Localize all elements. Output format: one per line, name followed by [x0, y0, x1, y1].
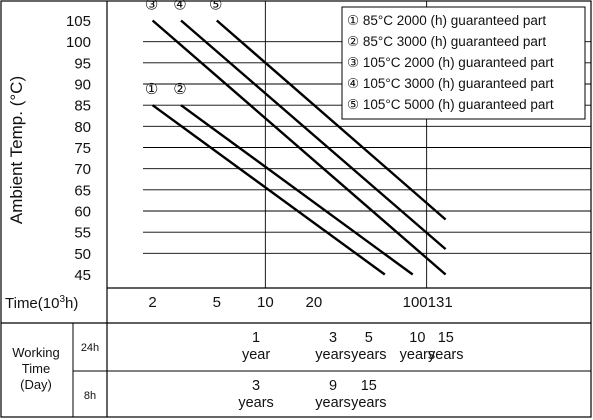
legend-entry: ② 85°C 3000 (h) guaranteed part: [347, 34, 546, 49]
series-marker-label: ⑤: [209, 0, 222, 14]
y-tick-label: 105: [66, 13, 91, 30]
series-marker-label: ①: [145, 81, 158, 98]
x-axis-row: Time(103h) 2 5 10 20 100 131: [1, 294, 591, 324]
series-line: [216, 19, 447, 221]
wt-entry-unit: years: [315, 395, 350, 411]
series-line: [180, 104, 414, 276]
wt-entry-number: 3: [252, 378, 260, 394]
x-axis-title: Time(103h): [5, 294, 78, 312]
x-tick-label: 5: [213, 294, 221, 311]
y-tick-label: 95: [74, 55, 91, 72]
wt-entry-number: 9: [329, 378, 337, 394]
y-tick-label: 80: [74, 119, 91, 136]
working-time-table: WorkingTime(Day)24h1year3years5years10ye…: [12, 323, 591, 417]
wt-entry-unit: years: [400, 347, 435, 363]
series-line: [180, 19, 447, 251]
y-tick-label: 50: [74, 246, 91, 263]
wt-entry-unit: years: [315, 347, 350, 363]
wt-entry-number: 3: [329, 330, 337, 346]
y-tick-label: 90: [74, 77, 91, 94]
x-tick-label: 131: [428, 294, 453, 311]
y-tick-label: 85: [74, 98, 91, 115]
y-tick-labels: 45 50 55 60 65 70 75 80 85 90 95 100 105: [66, 13, 91, 284]
wt-entry-number: 1: [252, 330, 260, 346]
series-line: [151, 19, 447, 276]
series-group: ① ② ③ ④ ⑤: [145, 0, 447, 276]
y-tick-label: 75: [74, 140, 91, 157]
wt-entry-unit: years: [238, 395, 273, 411]
wt-label: (Day): [20, 377, 52, 392]
legend-entry: ④ 105°C 3000 (h) guaranteed part: [347, 76, 554, 91]
y-tick-label: 45: [74, 267, 91, 284]
legend-entry: ⑤ 105°C 5000 (h) guaranteed part: [347, 97, 554, 112]
y-tick-label: 70: [74, 161, 91, 178]
wt-label: Working: [12, 345, 59, 360]
x-tick-label: 20: [306, 294, 323, 311]
wt-entry-number: 15: [438, 330, 454, 346]
wt-entry-unit: years: [351, 347, 386, 363]
series-marker-label: ②: [173, 81, 186, 98]
wt-entry-number: 5: [365, 330, 373, 346]
wt-entry-unit: year: [242, 347, 270, 363]
legend: ① 85°C 2000 (h) guaranteed part ② 85°C 30…: [341, 6, 586, 120]
x-tick-label: 100: [403, 294, 428, 311]
legend-entry: ③ 105°C 2000 (h) guaranteed part: [347, 55, 554, 70]
y-tick-label: 100: [66, 34, 91, 51]
y-tick-label: 60: [74, 204, 91, 221]
grid: [106, 1, 591, 417]
series-marker-label: ③: [145, 0, 158, 14]
series-line: [151, 104, 386, 276]
wt-entry-unit: years: [351, 395, 386, 411]
series-marker-label: ④: [173, 0, 186, 14]
wt-label: Time: [22, 361, 50, 376]
y-tick-label: 65: [74, 182, 91, 199]
y-tick-label: 55: [74, 225, 91, 242]
wt-row-label: 8h: [84, 390, 96, 402]
legend-box: [341, 6, 586, 120]
y-axis-title: Ambient Temp. (°C): [7, 76, 26, 224]
wt-entry-unit: years: [428, 347, 463, 363]
x-tick-label: 10: [257, 294, 274, 311]
x-tick-label: 2: [148, 294, 156, 311]
wt-entry-number: 15: [361, 378, 377, 394]
wt-row-label: 24h: [81, 342, 99, 354]
wt-entry-number: 10: [409, 330, 425, 346]
legend-entry: ① 85°C 2000 (h) guaranteed part: [347, 13, 546, 28]
